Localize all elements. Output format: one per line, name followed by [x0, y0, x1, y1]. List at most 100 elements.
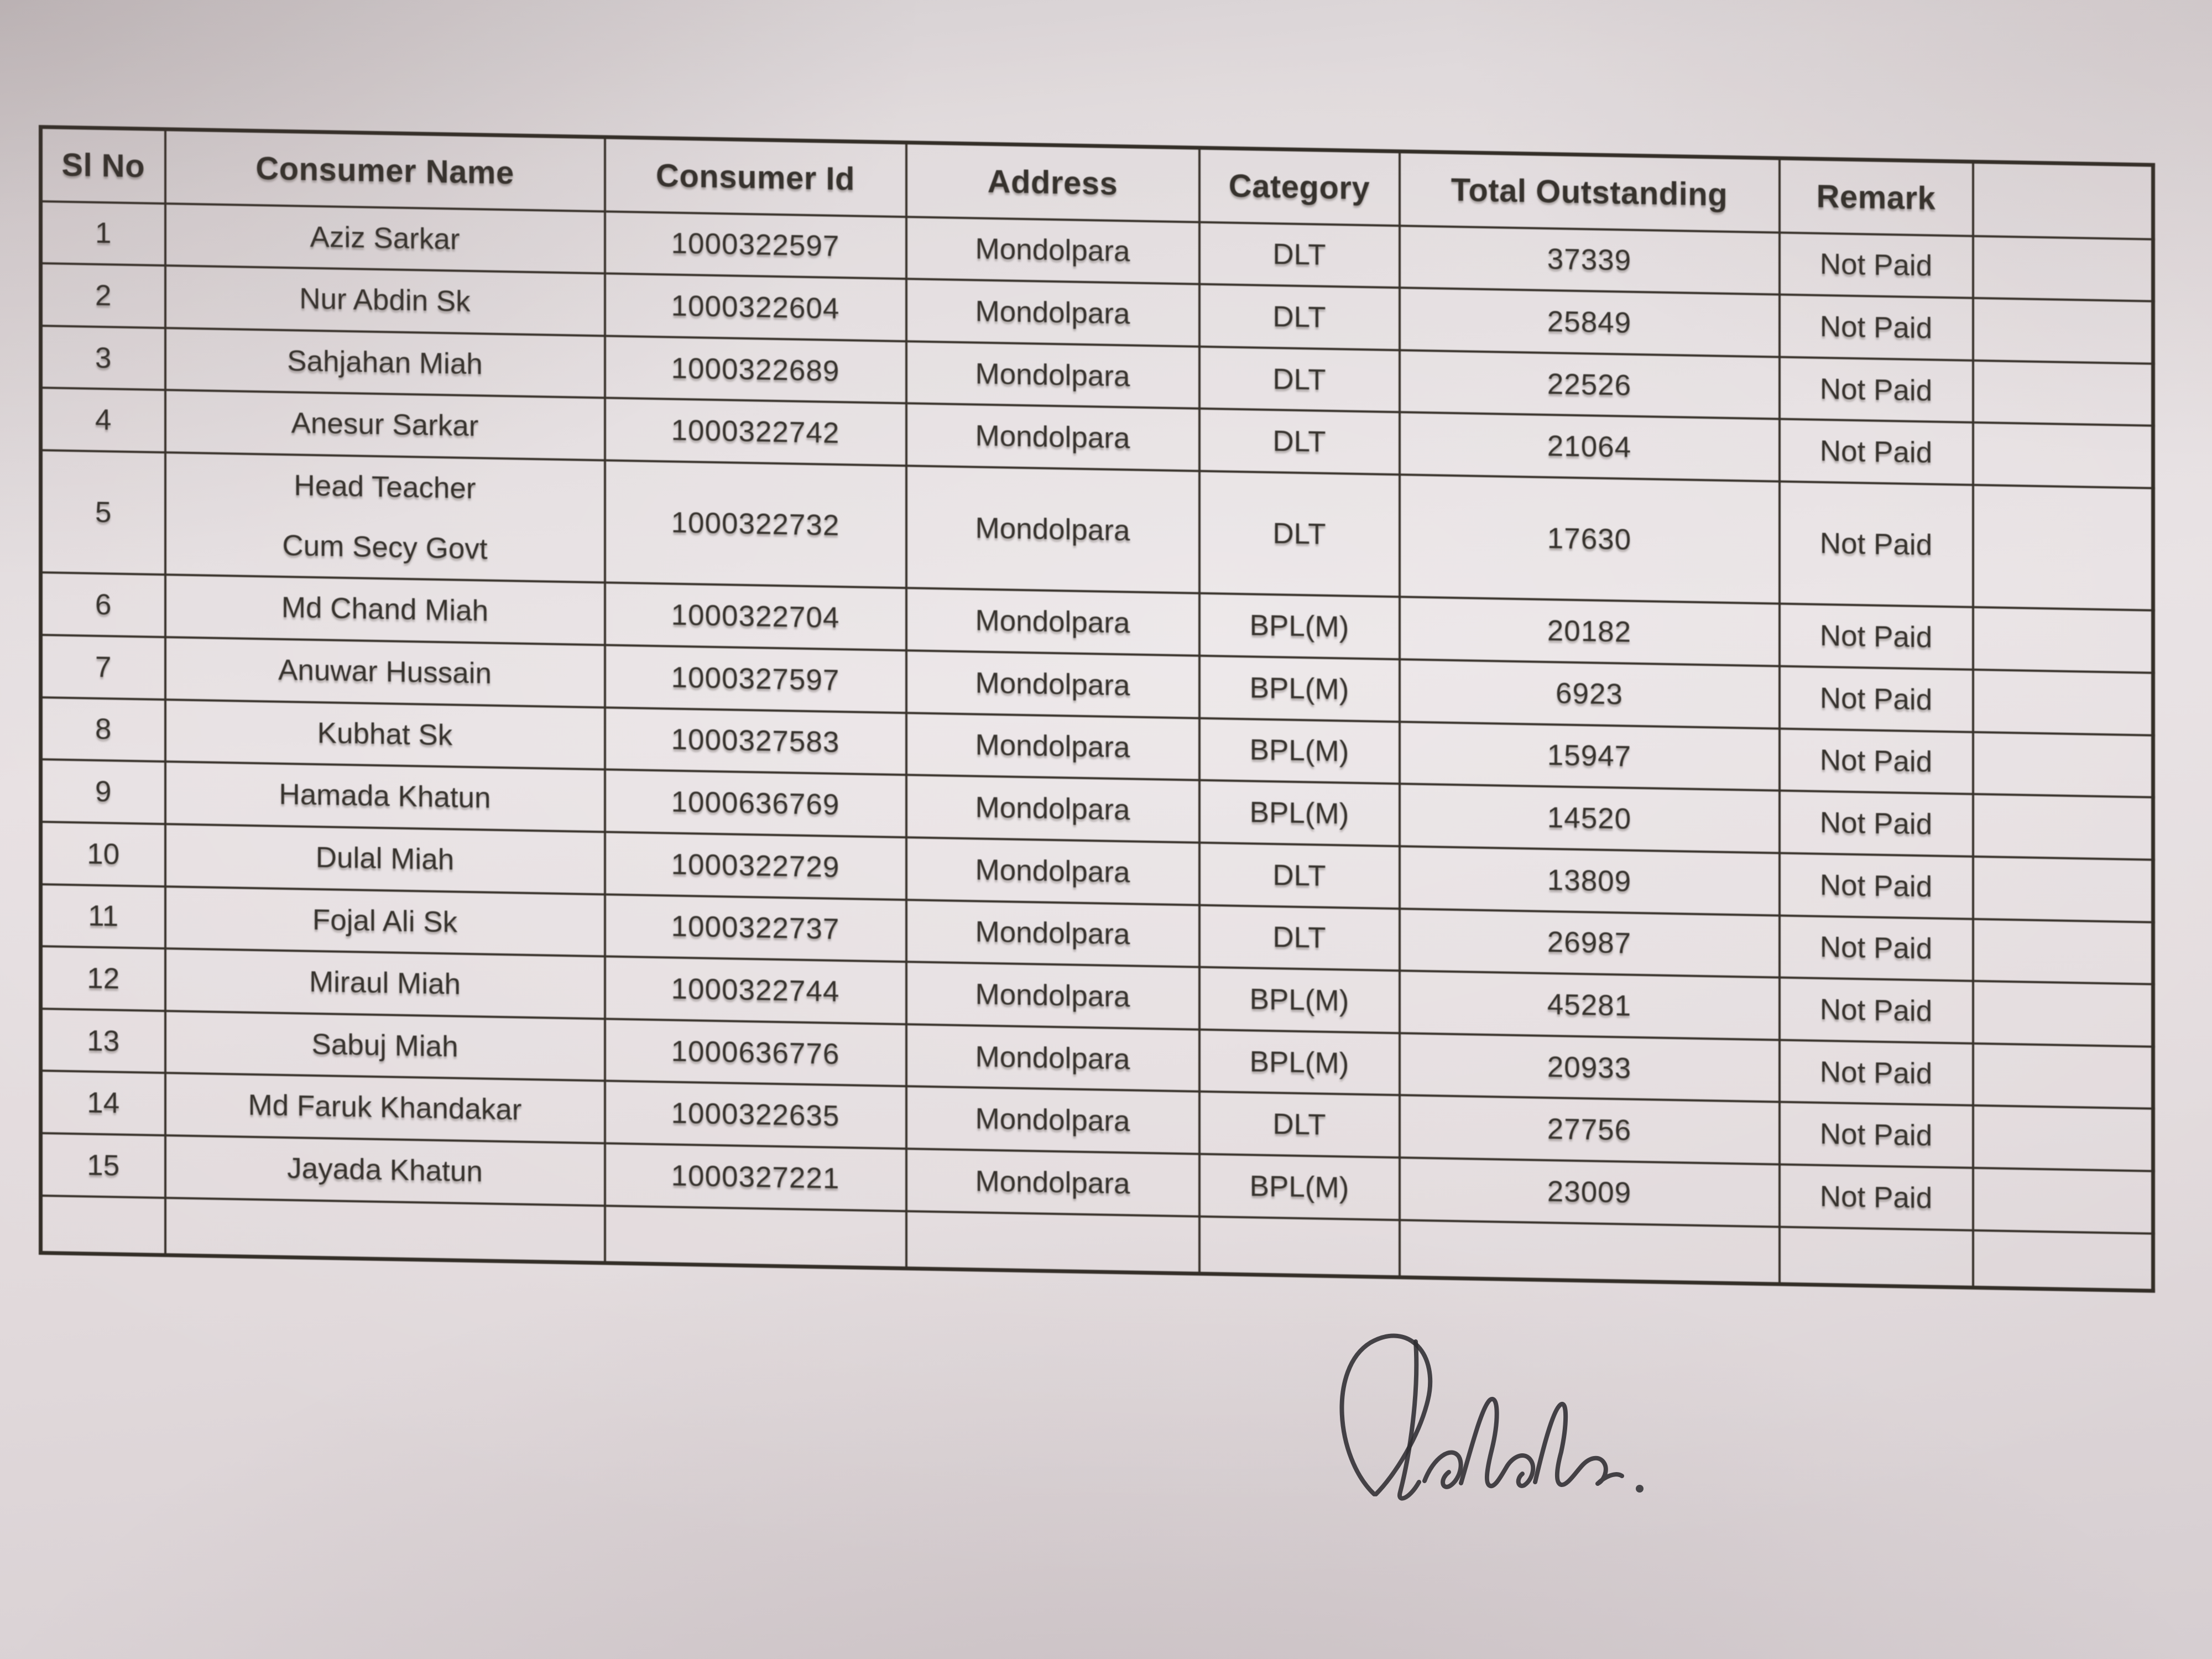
cell-address [906, 1211, 1199, 1274]
cell-blank [1973, 484, 2153, 611]
cell-consumer-id: 1000327597 [604, 645, 906, 713]
cell-address: Mondolpara [906, 712, 1199, 780]
cell-remark: Not Paid [1779, 419, 1973, 485]
cell-category: DLT [1199, 222, 1400, 288]
cell-sl-no: 15 [40, 1133, 165, 1198]
cell-category: BPL(M) [1199, 593, 1400, 660]
cell-category: DLT [1199, 1092, 1400, 1158]
cell-category: BPL(M) [1199, 780, 1400, 847]
cell-category: DLT [1199, 284, 1400, 351]
cell-total-outstanding: 15947 [1399, 721, 1780, 791]
cell-consumer-id: 1000322604 [604, 273, 906, 341]
cell-total-outstanding: 22526 [1399, 350, 1780, 420]
cell-category: BPL(M) [1199, 655, 1400, 722]
handwritten-signature [1339, 1333, 1644, 1501]
consumer-outstanding-table: Sl No Consumer Name Consumer Id Address … [39, 125, 2155, 1293]
cell-address: Mondolpara [906, 962, 1199, 1030]
cell-category: DLT [1199, 346, 1400, 413]
cell-consumer-name: Fojal Ali Sk [165, 886, 605, 957]
header-address: Address [906, 142, 1199, 222]
cell-address: Mondolpara [906, 341, 1199, 409]
cell-blank [1973, 1230, 2153, 1291]
cell-blank [1973, 669, 2153, 735]
cell-remark: Not Paid [1779, 728, 1973, 795]
cell-category: BPL(M) [1199, 967, 1400, 1034]
cell-address: Mondolpara [906, 1024, 1199, 1092]
cell-category [1199, 1216, 1400, 1277]
cell-remark: Not Paid [1779, 1102, 1973, 1168]
cell-consumer-id: 1000322704 [604, 582, 906, 651]
cell-sl-no: 9 [40, 759, 165, 825]
cell-blank [1973, 1043, 2153, 1109]
cell-total-outstanding: 6923 [1399, 659, 1780, 729]
cell-sl-no: 8 [40, 697, 165, 762]
cell-blank [1973, 236, 2153, 301]
header-total-outstanding: Total Outstanding [1399, 151, 1780, 233]
cell-consumer-id: 1000636769 [604, 769, 906, 838]
cell-consumer-name: Head Teacher Cum Secy Govt [165, 452, 605, 583]
cell-address: Mondolpara [906, 650, 1199, 718]
cell-remark [1779, 1227, 1973, 1288]
cell-blank [1973, 1105, 2153, 1171]
cell-sl-no: 14 [40, 1071, 165, 1136]
cell-total-outstanding: 25849 [1399, 288, 1780, 357]
cell-consumer-name: Dulal Miah [165, 824, 605, 894]
cell-sl-no: 10 [40, 821, 165, 886]
cell-address: Mondolpara [906, 899, 1199, 967]
cell-blank [1973, 919, 2153, 984]
cell-remark: Not Paid [1779, 915, 1973, 982]
cell-sl-no: 3 [40, 325, 165, 390]
cell-address: Mondolpara [906, 1086, 1199, 1154]
cell-address: Mondolpara [906, 466, 1199, 594]
cell-remark: Not Paid [1779, 790, 1973, 857]
cell-sl-no: 1 [40, 201, 165, 266]
cell-total-outstanding: 37339 [1399, 225, 1780, 295]
cell-consumer-name [165, 1197, 605, 1264]
cell-consumer-name: Hamada Khatun [165, 761, 605, 832]
cell-sl-no: 4 [40, 388, 165, 453]
cell-remark: Not Paid [1779, 481, 1973, 608]
cell-remark: Not Paid [1779, 853, 1973, 919]
cell-consumer-name: Jayada Khatun [165, 1135, 605, 1206]
cell-total-outstanding: 27756 [1399, 1095, 1780, 1165]
cell-total-outstanding: 13809 [1399, 846, 1780, 916]
cell-total-outstanding: 45281 [1399, 971, 1780, 1040]
cell-total-outstanding: 26987 [1399, 908, 1780, 978]
cell-total-outstanding: 20182 [1399, 597, 1780, 666]
cell-sl-no: 13 [40, 1008, 165, 1073]
cell-sl-no: 6 [40, 572, 165, 638]
cell-blank [1973, 794, 2153, 860]
cell-address: Mondolpara [906, 216, 1199, 284]
cell-consumer-id: 1000322737 [604, 894, 906, 962]
header-blank [1973, 161, 2153, 239]
cell-consumer-name: Anesur Sarkar [165, 390, 605, 461]
cell-sl-no [40, 1195, 165, 1255]
cell-consumer-name: Md Faruk Khandakar [165, 1073, 605, 1144]
cell-consumer-name: Sahjahan Miah [165, 327, 605, 398]
cell-consumer-id [604, 1206, 906, 1269]
cell-address: Mondolpara [906, 837, 1199, 905]
cell-total-outstanding: 20933 [1399, 1033, 1780, 1103]
cell-category: BPL(M) [1199, 1154, 1400, 1220]
cell-remark: Not Paid [1779, 666, 1973, 732]
cell-consumer-id: 1000322729 [604, 832, 906, 900]
cell-sl-no: 12 [40, 946, 165, 1011]
cell-sl-no: 11 [40, 884, 165, 949]
cell-remark: Not Paid [1779, 357, 1973, 423]
cell-address: Mondolpara [906, 588, 1199, 656]
cell-remark: Not Paid [1779, 603, 1973, 670]
cell-category: DLT [1199, 409, 1400, 475]
header-sl-no: Sl No [40, 127, 165, 204]
cell-blank [1973, 360, 2153, 426]
cell-blank [1973, 856, 2153, 922]
cell-consumer-name: Md Chand Miah [165, 575, 605, 645]
cell-remark: Not Paid [1779, 294, 1973, 361]
cell-consumer-id: 1000327583 [604, 707, 906, 775]
cell-consumer-name: Sabuj Miah [165, 1010, 605, 1081]
cell-blank [1973, 607, 2153, 673]
header-remark: Remark [1779, 158, 1973, 236]
cell-blank [1973, 1167, 2153, 1234]
cell-total-outstanding: 23009 [1399, 1157, 1780, 1227]
cell-remark: Not Paid [1779, 1164, 1973, 1230]
